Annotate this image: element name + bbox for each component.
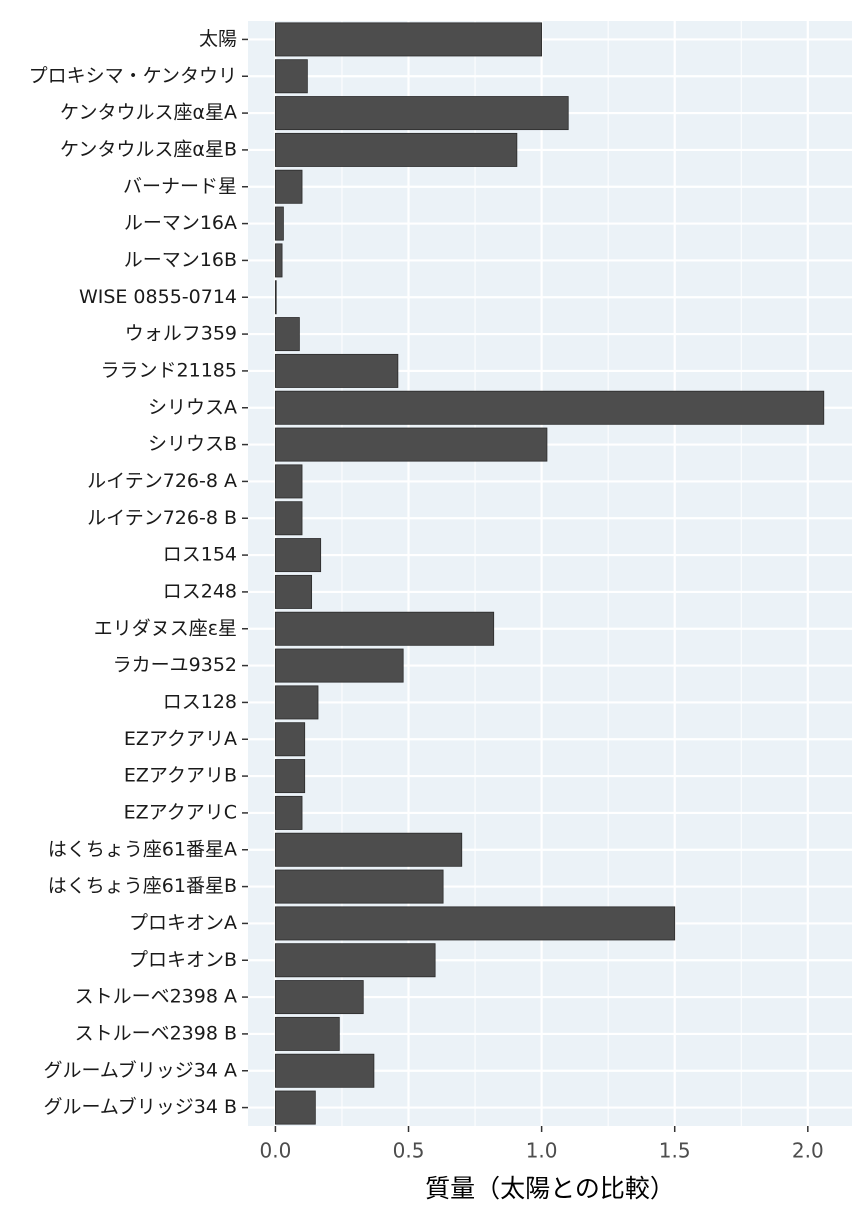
y-tick-label: グルームブリッジ34 B (43, 1095, 237, 1118)
y-tick-label: EZアクアリA (124, 728, 237, 750)
y-tick-label: ケンタウルス座α星B (60, 138, 237, 160)
y-tick-label: シリウスB (148, 433, 237, 455)
y-tick-label: シリウスA (148, 396, 237, 418)
bar (275, 1090, 316, 1125)
bar (275, 317, 300, 352)
y-tick-label: ルイテン726-8 B (87, 507, 237, 529)
bar (275, 59, 308, 94)
y-tick-label: ロス154 (163, 544, 237, 566)
y-tick-label: ルーマン16A (124, 212, 237, 234)
y-tick-label: EZアクアリC (124, 801, 237, 823)
bar (275, 869, 444, 904)
y-tick-label: エリダヌス座ε星 (94, 617, 237, 639)
bar (275, 538, 322, 573)
y-tick-label: ロス128 (163, 691, 237, 713)
y-tick-label: ラカーユ9352 (113, 654, 237, 676)
y-tick-label: EZアクアリB (124, 765, 237, 787)
bar (275, 759, 306, 794)
bar (275, 464, 303, 499)
x-tick-label: 1.5 (659, 1139, 691, 1163)
y-tick-label: ルイテン726-8 A (87, 470, 237, 492)
y-tick-label: ロス248 (163, 580, 237, 602)
bar (275, 427, 548, 462)
bar (275, 390, 825, 425)
bar (275, 501, 303, 536)
y-tick-label: WISE 0855-0714 (79, 286, 237, 308)
bar (275, 943, 436, 978)
bar (275, 353, 399, 388)
y-tick-label: バーナード星 (123, 175, 237, 197)
y-tick-label: ラランド21185 (101, 359, 237, 381)
bar (275, 795, 303, 830)
bar (275, 243, 283, 278)
bar (275, 574, 313, 609)
y-tick-label: ストルーベ2398 A (75, 986, 237, 1008)
y-tick-label: プロキオンB (129, 949, 237, 971)
y-tick-label: プロキシマ・ケンタウリ (29, 65, 237, 87)
y-tick-label: グルームブリッジ34 A (43, 1058, 237, 1081)
bar (275, 22, 543, 57)
bar (275, 1016, 340, 1051)
y-tick-label: ケンタウルス座α星A (60, 102, 237, 124)
x-tick-label: 2.0 (792, 1139, 824, 1163)
bar (275, 206, 284, 241)
bar (275, 980, 364, 1015)
x-tick-label: 0.0 (260, 1139, 292, 1163)
y-tick-label: ルーマン16B (124, 249, 237, 271)
bar (275, 722, 306, 757)
y-tick-label: はくちょう座61番星A (48, 838, 237, 860)
y-tick-label: ウォルフ359 (125, 323, 237, 345)
bar (275, 832, 463, 867)
bar (275, 96, 569, 131)
y-tick-label: ストルーベ2398 B (75, 1022, 237, 1044)
bar (275, 132, 518, 167)
y-tick-label: プロキオンA (129, 912, 237, 934)
x-tick-label: 0.5 (393, 1139, 425, 1163)
bar (275, 648, 404, 683)
x-tick-label: 1.0 (526, 1139, 558, 1163)
bar (275, 1053, 375, 1088)
bar (275, 169, 303, 204)
bar (275, 906, 676, 941)
bar (275, 685, 319, 720)
bar (275, 280, 277, 315)
y-tick-label: 太陽 (199, 28, 237, 50)
x-axis-title: 質量（太陽との比較） (425, 1174, 675, 1203)
y-tick-label: はくちょう座61番星B (48, 875, 237, 897)
plot-panel (248, 21, 852, 1126)
bar (275, 611, 495, 646)
